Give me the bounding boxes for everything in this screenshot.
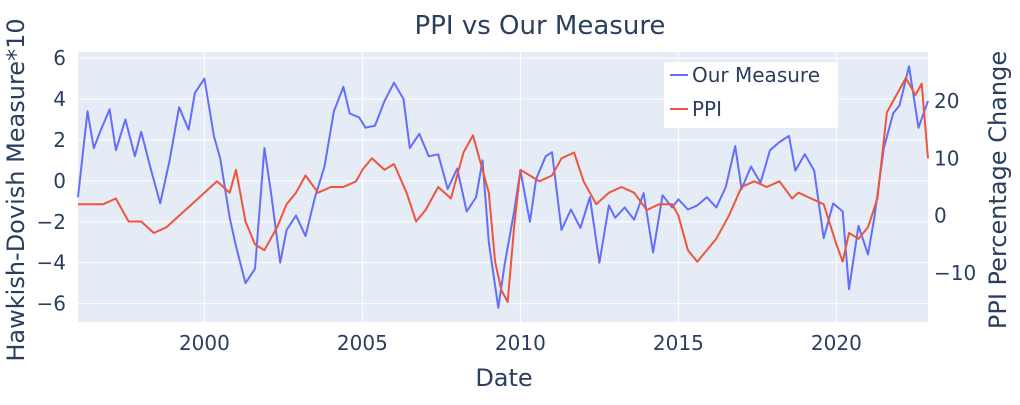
y-tick-label: −4 [37, 251, 66, 275]
series-line-our-measure [77, 65, 929, 309]
y2-tick-label: 10 [934, 146, 959, 170]
x-tick-label: 2005 [337, 331, 388, 355]
y-tick-label: 0 [53, 169, 66, 193]
series-line-ppi [78, 76, 929, 303]
legend-box [664, 62, 838, 128]
legend-label-our-measure[interactable]: Our Measure [692, 63, 820, 87]
y-tick-label: 6 [53, 46, 66, 70]
x-tick-label: 2010 [495, 331, 546, 355]
x-tick-label: 2020 [811, 331, 862, 355]
x-tick-label: 2015 [653, 331, 704, 355]
x-tick-label: 2000 [179, 331, 230, 355]
y-tick-label: 2 [53, 128, 66, 152]
y2-tick-label: −10 [934, 261, 976, 285]
y-tick-label: 4 [53, 87, 66, 111]
y-axis-title: Hawkish-Dovish Measure*10 [2, 18, 30, 361]
left-y-axis-ticks: 6 4 2 0 −2 −4 −6 [37, 46, 66, 315]
y2-tick-label: 0 [934, 204, 947, 228]
x-axis-ticks: 2000 2005 2010 2015 2020 [179, 331, 862, 355]
series-lines [77, 65, 929, 309]
y-tick-label: −6 [37, 292, 66, 316]
y-tick-label: −2 [37, 210, 66, 234]
gridlines [78, 52, 928, 322]
legend-label-ppi[interactable]: PPI [692, 97, 722, 121]
x-axis-title: Date [475, 364, 532, 392]
legend[interactable]: Our Measure PPI [664, 62, 838, 128]
right-y-axis-ticks: 20 10 0 −10 [934, 89, 976, 285]
y2-axis-title: PPI Percentage Change [984, 51, 1012, 329]
chart-title: PPI vs Our Measure [415, 11, 666, 41]
y2-tick-label: 20 [934, 89, 959, 113]
